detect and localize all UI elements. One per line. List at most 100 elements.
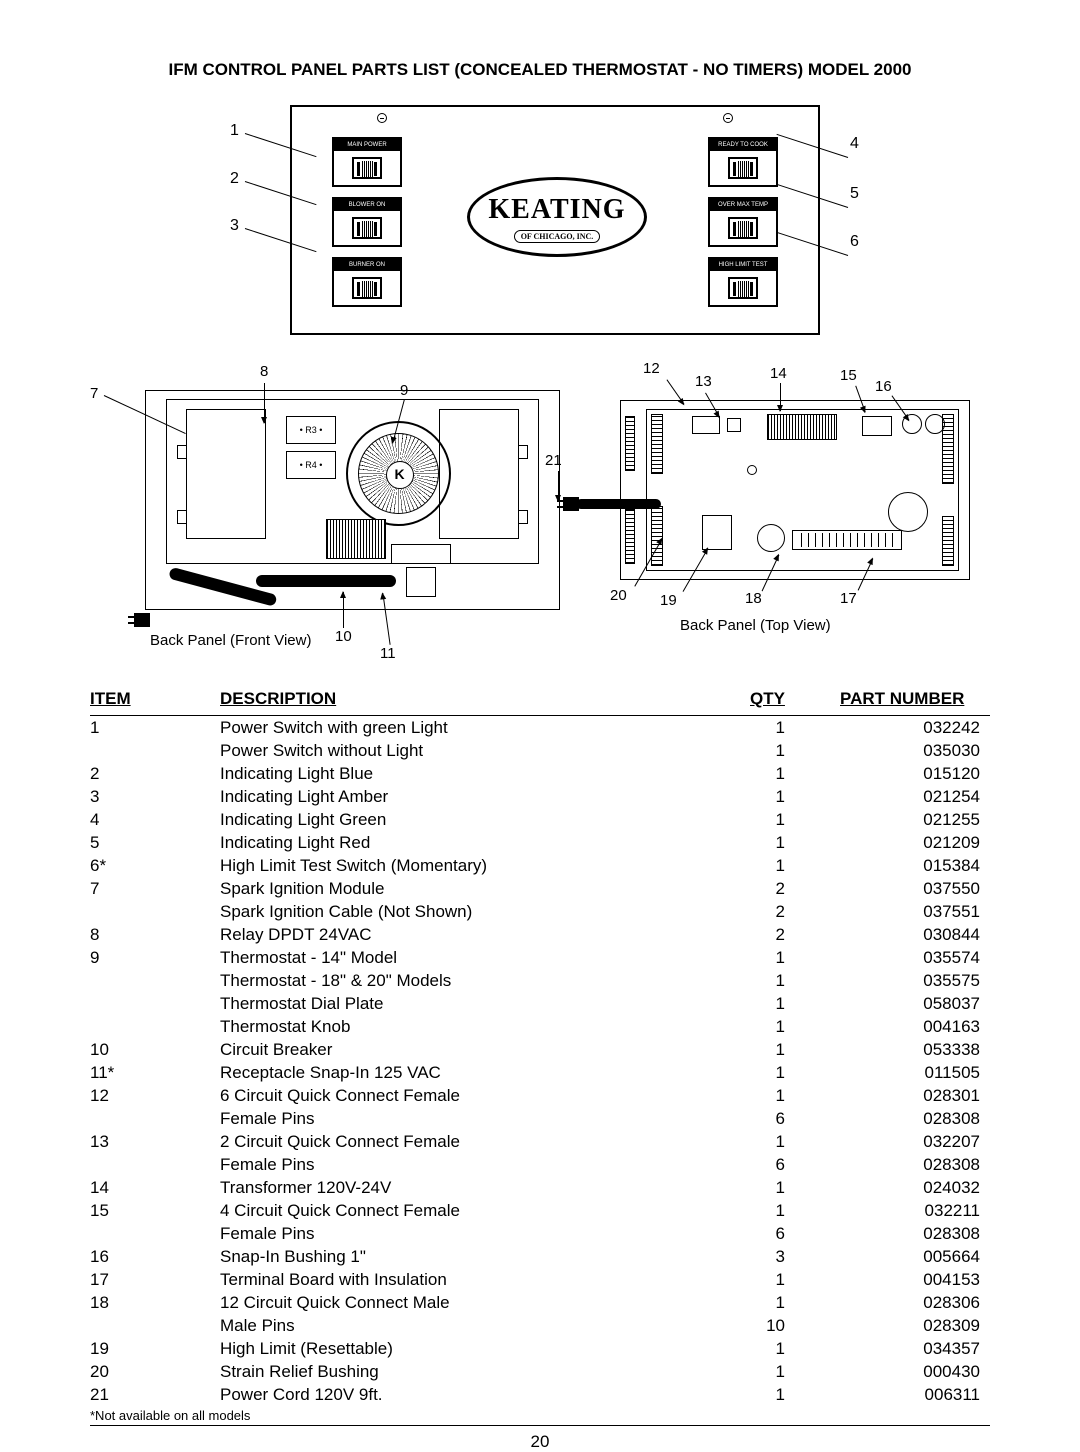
- table-row: 16Snap-In Bushing 1"3005664: [90, 1245, 990, 1268]
- switch-label: OVER MAX TEMP: [710, 199, 776, 211]
- cell-qty: 1: [750, 1130, 840, 1153]
- cell-desc: Female Pins: [220, 1153, 750, 1176]
- cell-item: [90, 1314, 220, 1337]
- logo-name: KEATING: [470, 194, 644, 226]
- cell-qty: 6: [750, 1153, 840, 1176]
- switch-2: BLOWER ON: [332, 197, 402, 247]
- cell-qty: 1: [750, 992, 840, 1015]
- callout-17: 17: [840, 590, 857, 607]
- table-row: 1812 Circuit Quick Connect Male1028306: [90, 1291, 990, 1314]
- col-desc: DESCRIPTION: [220, 685, 750, 716]
- callout-2: 2: [230, 170, 239, 188]
- cell-desc: High Limit Test Switch (Momentary): [220, 854, 750, 877]
- table-row: 11*Receptacle Snap-In 125 VAC1011505: [90, 1061, 990, 1084]
- cell-pn: 032242: [840, 716, 990, 740]
- cell-pn: 015384: [840, 854, 990, 877]
- cell-pn: 015120: [840, 762, 990, 785]
- cell-qty: 1: [750, 1337, 840, 1360]
- cell-qty: 2: [750, 923, 840, 946]
- cell-pn: 024032: [840, 1176, 990, 1199]
- cell-desc: Receptacle Snap-In 125 VAC: [220, 1061, 750, 1084]
- switch-6: HIGH LIMIT TEST: [708, 257, 778, 307]
- cell-desc: Power Switch with green Light: [220, 716, 750, 740]
- cell-item: 10: [90, 1038, 220, 1061]
- cell-pn: 053338: [840, 1038, 990, 1061]
- cell-desc: Female Pins: [220, 1107, 750, 1130]
- page-number: 20: [90, 1432, 990, 1452]
- cell-qty: 1: [750, 1038, 840, 1061]
- callout-15: 15: [840, 367, 857, 384]
- table-row: 9Thermostat - 14" Model1035574: [90, 946, 990, 969]
- cell-item: 1: [90, 716, 220, 740]
- callout-18: 18: [745, 590, 762, 607]
- callout-9: 9: [400, 382, 408, 399]
- cell-item: [90, 1222, 220, 1245]
- cell-pn: 032211: [840, 1199, 990, 1222]
- callout-16: 16: [875, 378, 892, 395]
- cell-qty: 10: [750, 1314, 840, 1337]
- cell-item: 5: [90, 831, 220, 854]
- cell-pn: 032207: [840, 1130, 990, 1153]
- cell-qty: 1: [750, 946, 840, 969]
- page-title: IFM CONTROL PANEL PARTS LIST (CONCEALED …: [90, 60, 990, 80]
- cell-pn: 006311: [840, 1383, 990, 1406]
- keating-logo: KEATING OF CHICAGO, INC.: [467, 177, 647, 257]
- col-qty: QTY: [750, 685, 840, 716]
- table-row: 10Circuit Breaker1053338: [90, 1038, 990, 1061]
- cell-item: 16: [90, 1245, 220, 1268]
- parts-table: ITEM DESCRIPTION QTY PART NUMBER 1Power …: [90, 685, 990, 1426]
- cell-desc: 12 Circuit Quick Connect Male: [220, 1291, 750, 1314]
- cell-pn: 021209: [840, 831, 990, 854]
- cell-qty: 6: [750, 1107, 840, 1130]
- callout-5: 5: [850, 185, 859, 203]
- table-row: 4Indicating Light Green1021255: [90, 808, 990, 831]
- callout-4: 4: [850, 135, 859, 153]
- cell-pn: 037551: [840, 900, 990, 923]
- cell-desc: Transformer 120V-24V: [220, 1176, 750, 1199]
- cell-pn: 035030: [840, 739, 990, 762]
- thermostat-dial-icon: [346, 421, 451, 526]
- cell-item: [90, 1015, 220, 1038]
- cell-item: 7: [90, 877, 220, 900]
- cell-pn: 028301: [840, 1084, 990, 1107]
- cell-item: 12: [90, 1084, 220, 1107]
- cell-desc: Snap-In Bushing 1": [220, 1245, 750, 1268]
- cell-desc: Thermostat Knob: [220, 1015, 750, 1038]
- cell-qty: 1: [750, 716, 840, 740]
- cell-item: 15: [90, 1199, 220, 1222]
- cell-item: 21: [90, 1383, 220, 1406]
- cell-qty: 1: [750, 1199, 840, 1222]
- cell-desc: High Limit (Resettable): [220, 1337, 750, 1360]
- table-row: Spark Ignition Cable (Not Shown)2037551: [90, 900, 990, 923]
- switch-5: OVER MAX TEMP: [708, 197, 778, 247]
- cell-qty: 3: [750, 1245, 840, 1268]
- cell-item: 6*: [90, 854, 220, 877]
- table-row: 19High Limit (Resettable)1034357: [90, 1337, 990, 1360]
- callout-3: 3: [230, 217, 239, 235]
- cell-desc: 4 Circuit Quick Connect Female: [220, 1199, 750, 1222]
- back-top-caption: Back Panel (Top View): [680, 617, 831, 634]
- callout-20: 20: [610, 587, 627, 604]
- callout-7: 7: [90, 385, 98, 402]
- back-panel-top-view: [620, 400, 970, 580]
- cell-item: [90, 1107, 220, 1130]
- table-row: Female Pins6028308: [90, 1222, 990, 1245]
- col-item: ITEM: [90, 685, 220, 716]
- cell-desc: 2 Circuit Quick Connect Female: [220, 1130, 750, 1153]
- cell-qty: 1: [750, 969, 840, 992]
- cell-desc: Spark Ignition Cable (Not Shown): [220, 900, 750, 923]
- cell-desc: Thermostat - 18" & 20" Models: [220, 969, 750, 992]
- table-row: 1Power Switch with green Light1032242: [90, 716, 990, 740]
- switch-label: READY TO COOK: [710, 139, 776, 151]
- table-row: Male Pins10028309: [90, 1314, 990, 1337]
- table-row: 132 Circuit Quick Connect Female1032207: [90, 1130, 990, 1153]
- table-row: Power Switch without Light1035030: [90, 739, 990, 762]
- table-row: 14Transformer 120V-24V1024032: [90, 1176, 990, 1199]
- table-row: Female Pins6028308: [90, 1153, 990, 1176]
- cell-qty: 1: [750, 854, 840, 877]
- table-row: Thermostat - 18" & 20" Models1035575: [90, 969, 990, 992]
- diagrams: MAIN POWER BLOWER ON BURNER ON READY TO …: [90, 95, 990, 685]
- callout-13: 13: [695, 373, 712, 390]
- switch-label: HIGH LIMIT TEST: [710, 259, 776, 271]
- cell-item: [90, 1153, 220, 1176]
